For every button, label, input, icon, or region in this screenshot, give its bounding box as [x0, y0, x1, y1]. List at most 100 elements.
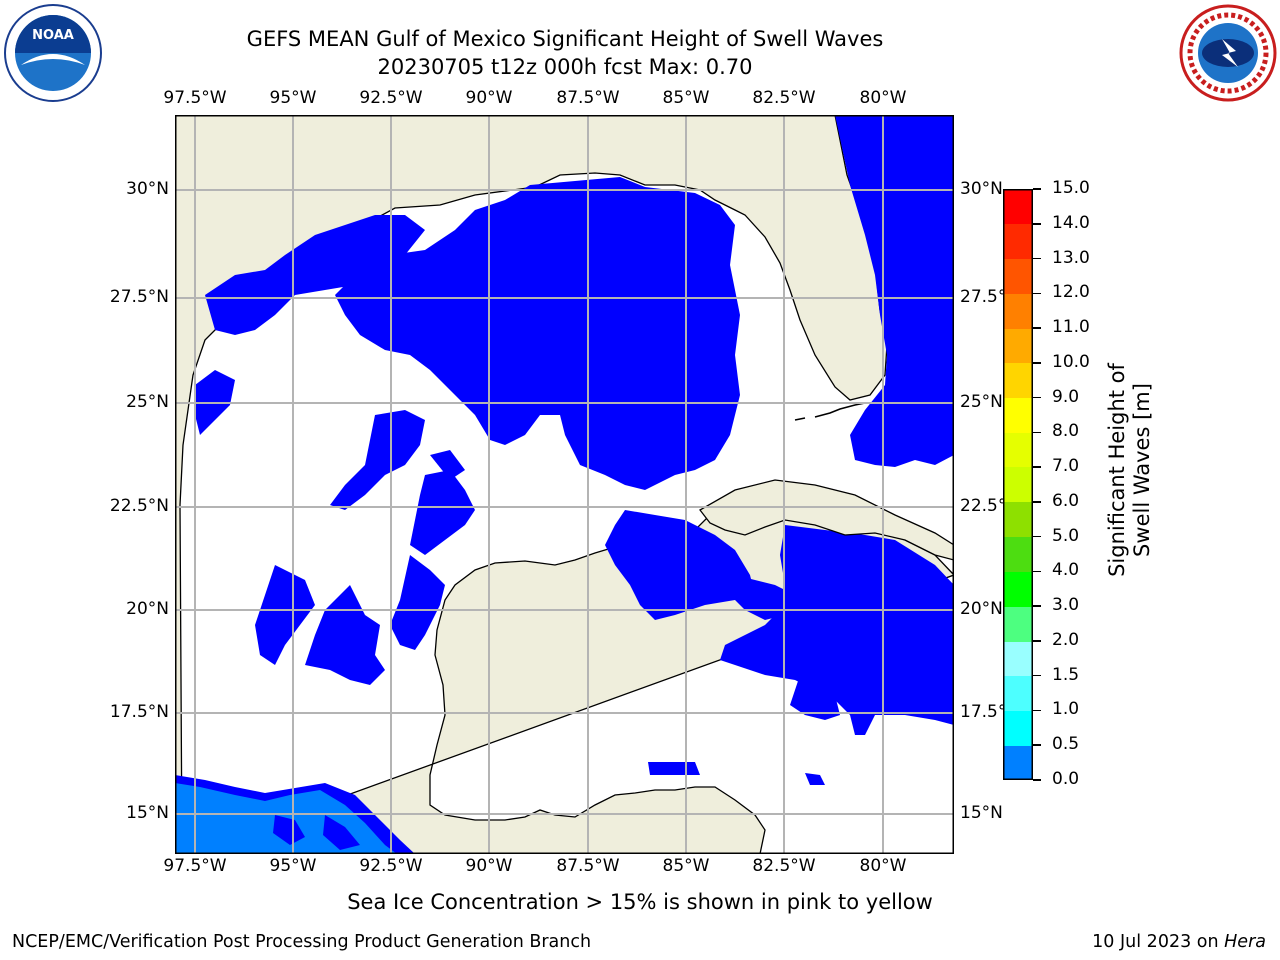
cuba-landmass: [699, 479, 954, 561]
lon-label-bottom: 92.5°W: [359, 856, 423, 876]
colorbar-band: [1003, 607, 1033, 643]
lon-label-bottom: 82.5°W: [752, 856, 816, 876]
lon-label-top: 92.5°W: [359, 88, 423, 108]
colorbar-tick-mark: [1033, 362, 1041, 364]
colorbar-tick-mark: [1033, 674, 1041, 677]
colorbar-tick-mark: [1033, 396, 1041, 399]
chart-title: GEFS MEAN Gulf of Mexico Significant Hei…: [246, 27, 884, 51]
colorbar: [1003, 189, 1033, 780]
sea-ice-footnote: Sea Ice Concentration > 15% is shown in …: [347, 890, 933, 914]
lon-label-top: 82.5°W: [752, 88, 816, 108]
gulf-map: [175, 115, 954, 854]
colorbar-tick-label: 1.0: [1052, 699, 1080, 720]
colorbar-tick-label: 9.0: [1052, 386, 1080, 407]
colorbar-tick-mark: [1033, 327, 1041, 329]
colorbar-band: [1003, 676, 1033, 712]
florida-keys: [794, 402, 866, 421]
colorbar-band: [1003, 467, 1033, 503]
lat-label-left: 25°N: [126, 392, 169, 412]
colorbar-tick-label: 0.0: [1052, 769, 1080, 789]
colorbar-band: [1003, 224, 1033, 260]
colorbar-band: [1003, 433, 1033, 468]
colorbar-band: [1003, 259, 1033, 295]
colorbar-band: [1003, 711, 1033, 747]
colorbar-tick-label: 4.0: [1052, 560, 1080, 581]
lon-label-top: 90°W: [465, 88, 513, 108]
credit-machine: Hera: [1224, 932, 1266, 952]
lon-label-top: 97.5°W: [163, 88, 227, 108]
colorbar-tick-label: 12.0: [1052, 282, 1090, 303]
colorbar-tick-label: 6.0: [1052, 490, 1080, 511]
colorbar-tick-mark: [1033, 188, 1041, 190]
colorbar-band: [1003, 642, 1033, 677]
lon-label-bottom: 87.5°W: [556, 856, 620, 876]
lat-label-left: 17.5°N: [109, 702, 169, 722]
lon-label-bottom: 90°W: [465, 856, 513, 876]
nws-logo: [1178, 3, 1278, 103]
colorbar-tick-mark: [1033, 605, 1041, 607]
noaa-logo: NOAA: [3, 3, 103, 103]
colorbar-tick-label: 0.5: [1052, 734, 1080, 755]
colorbar-tick-mark: [1033, 501, 1041, 503]
colorbar-tick-mark: [1033, 431, 1041, 434]
colorbar-tick-mark: [1033, 640, 1041, 642]
lon-label-bottom: 80°W: [859, 856, 907, 876]
lat-label-right: 17.5°: [960, 702, 1007, 722]
colorbar-tick-label: 5.0: [1052, 525, 1080, 546]
colorbar-band: [1003, 189, 1033, 225]
colorbar-tick-mark: [1033, 570, 1041, 573]
lat-label-left: 20°N: [126, 599, 169, 619]
colorbar-tick-label: 2.0: [1052, 629, 1080, 650]
colorbar-tick-label: 13.0: [1052, 247, 1090, 268]
colorbar-band: [1003, 746, 1033, 780]
colorbar-tick-label: 14.0: [1052, 212, 1090, 233]
lon-label-bottom: 97.5°W: [163, 856, 227, 876]
colorbar-band: [1003, 363, 1033, 399]
colorbar-tick-mark: [1033, 466, 1041, 468]
colorbar-band: [1003, 329, 1033, 364]
credit-branch: NCEP/EMC/Verification Post Processing Pr…: [12, 932, 592, 952]
lat-label-right: 25°N: [960, 392, 1003, 412]
colorbar-tick-label: 8.0: [1052, 421, 1080, 442]
colorbar-tick-label: 1.5: [1052, 664, 1080, 685]
colorbar-tick-mark: [1033, 535, 1041, 538]
colorbar-tick-label: 11.0: [1052, 317, 1090, 338]
colorbar-band: [1003, 294, 1033, 330]
map-panel: [175, 115, 954, 854]
noaa-logo-text: NOAA: [32, 28, 74, 43]
colorbar-tick-mark: [1033, 779, 1041, 781]
lon-label-bottom: 95°W: [269, 856, 317, 876]
credit-date-text: 10 Jul 2023 on: [1092, 932, 1225, 952]
colorbar-frame: [1003, 189, 1033, 780]
colorbar-band: [1003, 537, 1033, 573]
colorbar-tick-label: 10.0: [1052, 351, 1090, 372]
map-frame: [175, 115, 954, 854]
lat-label-right: 27.5°: [960, 287, 1007, 307]
colorbar-tick-mark: [1033, 709, 1041, 712]
lat-label-left: 30°N: [126, 179, 169, 199]
colorbar-label: Significant Height of Swell Waves [m]: [1105, 363, 1154, 577]
colorbar-tick-label: 15.0: [1052, 178, 1090, 198]
colorbar-tick-mark: [1033, 292, 1041, 295]
lon-label-top: 95°W: [269, 88, 317, 108]
colorbar-tick-mark: [1033, 257, 1041, 260]
swell-low-patches: [195, 115, 954, 785]
colorbar-tick-mark: [1033, 744, 1041, 746]
lat-label-left: 27.5°N: [109, 287, 169, 307]
lat-label-left: 22.5°N: [109, 496, 169, 516]
lon-label-bottom: 85°W: [662, 856, 710, 876]
colorbar-tick-label: 3.0: [1052, 595, 1080, 616]
colorbar-tick-label: 7.0: [1052, 456, 1080, 477]
colorbar-band: [1003, 398, 1033, 434]
chart-subtitle: 20230705 t12z 000h fcst Max: 0.70: [377, 55, 753, 79]
lat-label-right: 15°N: [960, 803, 1003, 823]
credit-date: 10 Jul 2023 on Hera: [1092, 932, 1266, 952]
lat-label-right: 30°N: [960, 179, 1003, 199]
graticule: [175, 115, 954, 854]
colorbar-tick-mark: [1033, 223, 1041, 225]
colorbar-band: [1003, 502, 1033, 538]
lon-label-top: 80°W: [859, 88, 907, 108]
lon-label-top: 85°W: [662, 88, 710, 108]
lat-label-left: 15°N: [126, 803, 169, 823]
colorbar-band: [1003, 572, 1033, 608]
